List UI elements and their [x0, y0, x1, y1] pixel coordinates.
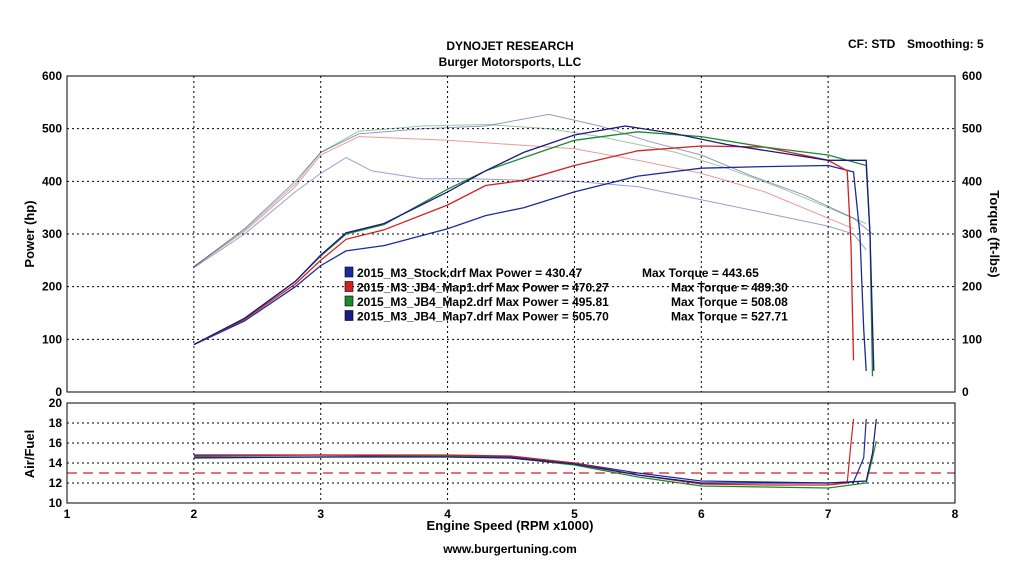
- footer-url: www.burgertuning.com: [442, 542, 577, 556]
- x-axis-label: Engine Speed (RPM x1000): [427, 518, 594, 533]
- y-tick-label-right: 0: [962, 385, 969, 399]
- x-tick-label: 4: [444, 507, 451, 521]
- legend-entry-0: 2015_M3_Stock.drf Max Power = 430.47: [357, 266, 582, 280]
- y-tick-label-right: 100: [962, 332, 982, 346]
- af-tick-label: 18: [49, 416, 63, 430]
- torque-line-1: [193, 136, 854, 268]
- af-tick-label: 16: [49, 436, 63, 450]
- legend-swatch-2: [344, 295, 354, 307]
- y-tick-label-left: 0: [55, 385, 62, 399]
- af-line-1: [193, 418, 855, 486]
- af-tick-label: 20: [49, 396, 63, 410]
- x-tick-label: 5: [571, 507, 578, 521]
- af-axis-label: Air/Fuel: [22, 430, 37, 478]
- legend-swatch-0: [344, 266, 354, 278]
- af-tick-label: 12: [49, 476, 63, 490]
- torque-line-2: [193, 123, 867, 268]
- y-tick-label-left: 100: [42, 332, 62, 346]
- y-axis-label-right: Torque (ft-lbs): [987, 190, 1002, 277]
- legend-entry-3: 2015_M3_JB4_Map7.drf Max Power = 505.70: [357, 310, 609, 324]
- power-line-1: [193, 145, 855, 361]
- y-tick-label-left: 300: [42, 227, 62, 241]
- torque-line-0: [193, 157, 867, 269]
- y-tick-label-right: 600: [962, 69, 982, 83]
- smoothing-label: Smoothing: 5: [907, 37, 984, 51]
- torque-line-3: [193, 113, 873, 268]
- y-tick-label-right: 300: [962, 227, 982, 241]
- y-axis-label-left: Power (hp): [22, 200, 37, 267]
- power-line-0: [193, 164, 867, 371]
- y-tick-label-left: 500: [42, 122, 62, 136]
- af-line-2: [193, 440, 877, 489]
- legend-max-torque-1: Max Torque = 489.30: [671, 281, 788, 295]
- af-tick-label: 14: [49, 456, 63, 470]
- y-tick-label-right: 500: [962, 122, 982, 136]
- legend-max-torque-0: Max Torque = 443.65: [642, 266, 759, 280]
- y-tick-label-right: 200: [962, 280, 982, 294]
- af-tick-label: 10: [49, 496, 63, 510]
- legend-max-torque-3: Max Torque = 527.71: [671, 310, 788, 324]
- legend-entry-2: 2015_M3_JB4_Map2.drf Max Power = 495.81: [357, 295, 609, 309]
- x-tick-label: 8: [952, 507, 959, 521]
- chart-subtitle: Burger Motorsports, LLC: [439, 55, 582, 69]
- y-tick-label-right: 400: [962, 174, 982, 188]
- y-tick-label-left: 600: [42, 69, 62, 83]
- cf-label: CF: STD: [848, 37, 896, 51]
- legend-max-torque-2: Max Torque = 508.08: [671, 295, 788, 309]
- y-tick-label-left: 400: [42, 174, 62, 188]
- af-line-3: [193, 418, 877, 484]
- legend-entry-1: 2015_M3_JB4_Map1.drf Max Power = 470.27: [357, 281, 609, 295]
- x-tick-label: 6: [698, 507, 705, 521]
- x-tick-label: 1: [64, 507, 71, 521]
- y-tick-label-left: 200: [42, 280, 62, 294]
- power-line-3: [193, 125, 875, 371]
- x-tick-label: 7: [825, 507, 832, 521]
- main-plot-area: [66, 75, 956, 393]
- legend-swatch-3: [344, 310, 354, 321]
- legend-swatch-1: [344, 281, 354, 292]
- chart-title: DYNOJET RESEARCH: [446, 39, 573, 53]
- x-tick-label: 3: [317, 507, 324, 521]
- x-tick-label: 2: [191, 507, 198, 521]
- af-plot-area: [66, 402, 956, 504]
